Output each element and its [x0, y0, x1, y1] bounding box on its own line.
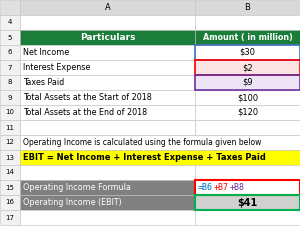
- Text: $9: $9: [242, 78, 253, 87]
- Bar: [0, 195, 20, 210]
- Text: Amount ( in million): Amount ( in million): [202, 33, 292, 42]
- Text: 12: 12: [6, 140, 14, 146]
- Text: $2: $2: [242, 63, 253, 72]
- Bar: [0, 120, 20, 135]
- Text: $120: $120: [237, 108, 258, 117]
- Bar: [195, 75, 300, 90]
- Bar: [195, 180, 300, 195]
- Bar: [0, 0, 20, 15]
- Text: 14: 14: [6, 170, 14, 176]
- Text: 11: 11: [5, 125, 14, 131]
- Bar: [0, 30, 20, 45]
- Bar: [195, 75, 300, 90]
- Text: =B6: =B6: [198, 183, 213, 192]
- Bar: [20, 0, 195, 15]
- Text: Total Assets at the Start of 2018: Total Assets at the Start of 2018: [23, 93, 152, 102]
- Bar: [20, 60, 195, 75]
- Text: Net Income: Net Income: [23, 48, 69, 57]
- Text: 9: 9: [8, 94, 12, 100]
- Text: Taxes Paid: Taxes Paid: [23, 78, 64, 87]
- Text: B: B: [244, 3, 250, 12]
- Bar: [20, 120, 195, 135]
- Text: $30: $30: [239, 48, 256, 57]
- Bar: [195, 180, 300, 195]
- Text: Total Assets at the End of 2018: Total Assets at the End of 2018: [23, 108, 147, 117]
- Bar: [20, 45, 195, 60]
- Bar: [0, 45, 20, 60]
- Bar: [0, 180, 20, 195]
- Bar: [20, 150, 300, 165]
- Bar: [195, 45, 300, 60]
- Text: Interest Expense: Interest Expense: [23, 63, 90, 72]
- Bar: [195, 0, 300, 15]
- Bar: [195, 165, 300, 180]
- Bar: [0, 210, 20, 225]
- Text: 4: 4: [8, 19, 12, 25]
- Text: Operating Income (EBIT): Operating Income (EBIT): [23, 198, 122, 207]
- Bar: [195, 195, 300, 210]
- Text: Operating Income is calculated using the formula given below: Operating Income is calculated using the…: [23, 138, 261, 147]
- Text: $41: $41: [237, 198, 258, 207]
- Text: Particulars: Particulars: [80, 33, 135, 42]
- Text: 6: 6: [8, 49, 12, 55]
- Bar: [195, 45, 300, 60]
- Bar: [195, 60, 300, 75]
- Bar: [195, 30, 300, 45]
- Bar: [195, 120, 300, 135]
- Bar: [0, 15, 20, 30]
- Bar: [195, 90, 300, 105]
- Text: Operating Income Formula: Operating Income Formula: [23, 183, 131, 192]
- Bar: [0, 135, 20, 150]
- Text: A: A: [105, 3, 110, 12]
- Text: +B7: +B7: [214, 183, 229, 192]
- Bar: [195, 105, 300, 120]
- Bar: [20, 30, 195, 45]
- Bar: [195, 60, 300, 75]
- Text: $100: $100: [237, 93, 258, 102]
- Bar: [0, 150, 20, 165]
- Bar: [0, 90, 20, 105]
- Text: 5: 5: [8, 34, 12, 40]
- Bar: [0, 75, 20, 90]
- Bar: [20, 90, 195, 105]
- Text: EBIT = Net Income + Interest Expense + Taxes Paid: EBIT = Net Income + Interest Expense + T…: [23, 153, 266, 162]
- Text: 17: 17: [5, 215, 14, 221]
- Bar: [0, 60, 20, 75]
- Bar: [0, 165, 20, 180]
- Bar: [20, 75, 195, 90]
- Text: 15: 15: [6, 185, 14, 191]
- Bar: [195, 210, 300, 225]
- Text: 13: 13: [5, 155, 14, 161]
- Text: 8: 8: [8, 79, 12, 85]
- Bar: [20, 165, 195, 180]
- Bar: [20, 105, 195, 120]
- Bar: [20, 210, 195, 225]
- Bar: [20, 15, 195, 30]
- Text: 7: 7: [8, 64, 12, 70]
- Bar: [195, 195, 300, 210]
- Bar: [195, 15, 300, 30]
- Bar: [20, 180, 195, 195]
- Bar: [20, 195, 195, 210]
- Text: 10: 10: [5, 109, 14, 116]
- Text: 16: 16: [5, 200, 14, 206]
- Bar: [20, 135, 300, 150]
- Bar: [0, 105, 20, 120]
- Text: +B8: +B8: [229, 183, 244, 192]
